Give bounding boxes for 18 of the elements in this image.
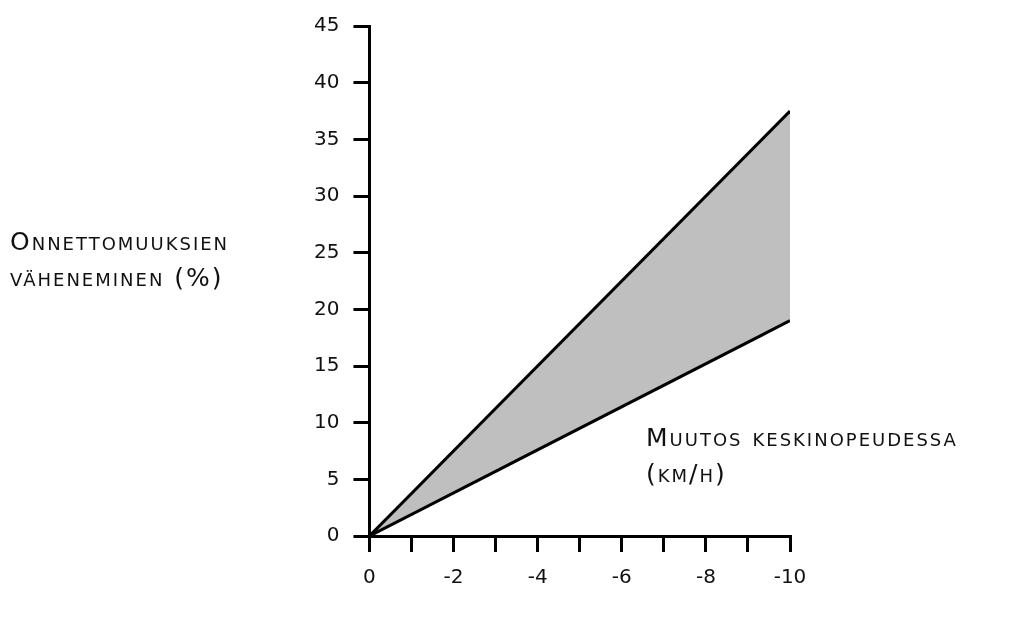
- y-tick-label: 25: [314, 238, 340, 263]
- y-tick-label: 45: [314, 12, 340, 37]
- y-tick-label: 30: [314, 182, 340, 207]
- x-tick-label: -2: [443, 564, 464, 589]
- x-tick-label: -6: [611, 564, 632, 589]
- y-tick-label: 10: [314, 408, 340, 433]
- y-tick-label: 0: [326, 522, 340, 547]
- x-tick-label: 0: [363, 564, 376, 589]
- y-axis-title: Onnettomuuksien väheneminen (%): [10, 226, 231, 294]
- x-axis-title: Muutos keskinopeudessa (km/h): [646, 422, 959, 490]
- x-tick-label: -4: [527, 564, 548, 589]
- y-tick-label: 40: [314, 68, 340, 93]
- y-tick-label: 20: [314, 295, 340, 320]
- y-tick-label: 35: [314, 125, 340, 150]
- x-tick-label: -10: [773, 564, 807, 589]
- x-tick-label: -8: [695, 564, 716, 589]
- y-tick-label: 5: [326, 465, 340, 490]
- y-tick-label: 15: [314, 352, 340, 377]
